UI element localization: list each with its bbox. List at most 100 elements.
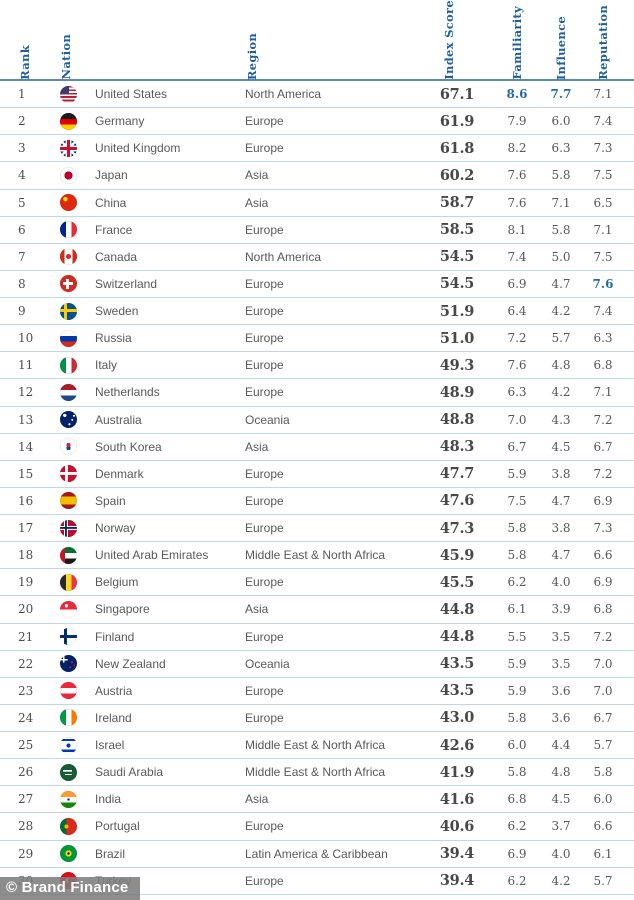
nation-name: Portugal <box>95 819 140 834</box>
rank-value: 9 <box>18 304 26 319</box>
index-score-value: 43.5 <box>439 682 474 700</box>
influence-value: 3.5 <box>551 629 571 644</box>
influence-value: 7.1 <box>551 195 571 210</box>
reputation-value: 6.8 <box>593 358 613 373</box>
index-score-value: 40.6 <box>439 817 474 835</box>
index-score-value: 44.8 <box>439 628 474 646</box>
influence-value: 4.0 <box>551 846 571 861</box>
rank-value: 6 <box>18 222 26 237</box>
reputation-value: 6.9 <box>593 575 613 590</box>
nation-name: Denmark <box>95 466 144 481</box>
rank-value: 11 <box>18 358 34 373</box>
header-spacer-nation-col <box>86 0 238 93</box>
nation-name: Finland <box>95 629 135 644</box>
reputation-value: 7.2 <box>593 412 613 427</box>
rank-value: 12 <box>18 385 34 400</box>
influence-value: 3.9 <box>551 602 571 617</box>
influence-value: 4.4 <box>551 738 571 753</box>
reputation-value: 7.2 <box>593 629 613 644</box>
nation-name: United States <box>95 87 168 102</box>
reputation-value: 7.3 <box>593 521 613 536</box>
nation-name: Switzerland <box>95 276 158 291</box>
nation-name: New Zealand <box>95 656 166 671</box>
region-name: Europe <box>245 114 284 129</box>
rank-value: 24 <box>18 710 34 725</box>
reputation-value: 6.8 <box>593 602 613 617</box>
influence-value: 4.7 <box>551 493 571 508</box>
reputation-value: 6.6 <box>593 819 613 834</box>
table-header-row: Rank Nation Region Index Score Familiari… <box>0 0 634 81</box>
reputation-value: 7.0 <box>593 683 613 698</box>
rank-value: 27 <box>18 792 34 807</box>
influence-value: 6.0 <box>551 114 571 129</box>
index-score-value: 45.5 <box>439 573 474 591</box>
influence-value: 4.2 <box>551 385 571 400</box>
flag-icon-united-arab-emirates <box>59 546 77 564</box>
flag-icon-saudi-arabia <box>59 763 77 781</box>
region-name: Europe <box>245 493 284 508</box>
familiarity-value: 7.6 <box>507 358 527 373</box>
influence-value: 3.7 <box>551 819 571 834</box>
region-name: Europe <box>245 466 284 481</box>
index-score-value: 43.5 <box>439 655 474 673</box>
index-score-value: 48.8 <box>439 411 474 429</box>
flag-icon-new-zealand <box>59 655 77 673</box>
familiarity-value: 7.4 <box>507 249 527 264</box>
nation-name: United Kingdom <box>95 141 181 156</box>
table-row: 19 Belgium Europe 45.5 6.2 4.0 6.9 <box>0 569 634 597</box>
flag-icon-france <box>59 221 77 239</box>
flag-icon-china <box>59 194 77 212</box>
region-name: Europe <box>245 304 284 319</box>
flag-icon-spain <box>59 492 77 510</box>
influence-value: 7.7 <box>550 87 572 102</box>
flag-icon-portugal <box>59 817 77 835</box>
reputation-value: 6.7 <box>593 710 613 725</box>
reputation-value: 6.7 <box>593 439 613 454</box>
flag-icon-ireland <box>59 709 77 727</box>
reputation-value: 5.7 <box>593 873 613 888</box>
index-score-value: 51.0 <box>439 329 474 347</box>
flag-icon-singapore <box>59 600 77 618</box>
familiarity-value: 5.8 <box>507 521 527 536</box>
table-row: 8 Switzerland Europe 54.5 6.9 4.7 7.6 <box>0 271 634 298</box>
rank-value: 20 <box>18 602 34 617</box>
table-row: 23 Austria Europe 43.5 5.9 3.6 7.0 <box>0 678 634 705</box>
region-name: Asia <box>245 602 269 617</box>
region-name: Europe <box>245 141 284 156</box>
column-header-nation: Nation <box>59 34 73 80</box>
index-score-value: 43.0 <box>439 709 474 727</box>
nation-name: Ireland <box>95 710 132 725</box>
nation-name: Italy <box>95 358 118 373</box>
region-name: Asia <box>245 168 269 183</box>
influence-value: 3.6 <box>551 710 571 725</box>
index-score-value: 58.7 <box>439 194 474 212</box>
nation-name: South Korea <box>95 439 162 454</box>
index-score-value: 61.9 <box>439 112 474 130</box>
influence-value: 5.0 <box>551 249 571 264</box>
reputation-value: 6.0 <box>593 792 613 807</box>
table-row: 3 United Kingdom Europe 61.8 8.2 6.3 7.3 <box>0 135 634 163</box>
index-score-value: 39.4 <box>439 872 474 890</box>
region-name: Europe <box>245 683 284 698</box>
influence-value: 5.7 <box>551 331 571 346</box>
region-name: Europe <box>245 222 284 237</box>
region-name: Middle East & North Africa <box>245 765 386 780</box>
column-header-region: Region <box>245 32 259 80</box>
nation-name: Australia <box>95 412 142 427</box>
region-name: Middle East & North Africa <box>245 548 386 563</box>
flag-icon-israel <box>59 736 77 754</box>
index-score-value: 48.9 <box>439 383 474 401</box>
flag-icon-switzerland <box>59 275 77 293</box>
region-name: Asia <box>245 195 269 210</box>
rank-value: 25 <box>18 738 34 753</box>
rank-value: 7 <box>18 249 26 264</box>
familiarity-value: 6.7 <box>507 439 527 454</box>
column-header-influence: Influence <box>554 15 568 80</box>
familiarity-value: 5.9 <box>507 656 527 671</box>
index-score-value: 48.3 <box>439 438 474 456</box>
flag-icon-india <box>59 790 77 808</box>
rank-value: 26 <box>18 765 34 780</box>
reputation-value: 7.1 <box>593 222 613 237</box>
influence-value: 4.2 <box>551 304 571 319</box>
rank-value: 1 <box>18 87 26 102</box>
